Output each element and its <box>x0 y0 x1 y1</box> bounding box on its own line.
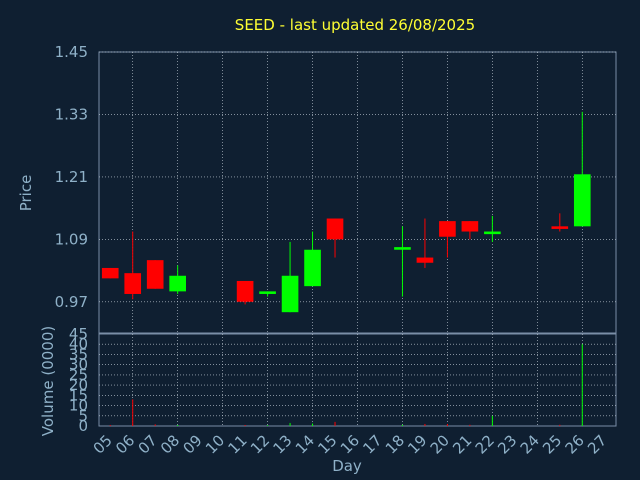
price-panel: 1.45 1.33 1.21 1.09 0.97 Price <box>17 43 617 334</box>
volume-tick-label: 5 <box>78 407 88 425</box>
volume-tick-label: 25 <box>69 366 88 384</box>
price-tick-label: 1.21 <box>55 168 88 186</box>
candle-body <box>124 273 142 294</box>
candle-body <box>551 226 569 229</box>
candle-body <box>259 291 276 294</box>
candle-body <box>146 260 164 289</box>
candle-body <box>394 247 411 250</box>
candle-body <box>416 257 434 263</box>
candle-body <box>101 267 119 279</box>
candle-body <box>439 221 456 237</box>
day-axis-ticks: 0506070809101112131415161718192021222324… <box>90 431 611 457</box>
candle-body <box>461 221 479 232</box>
candle-body <box>326 218 344 240</box>
volume-axis-label: Volume (0000) <box>39 326 57 436</box>
volume-tick-label: 15 <box>69 386 88 404</box>
candle-body <box>281 275 299 313</box>
candle-body <box>304 249 321 287</box>
volume-tick-label: 35 <box>69 345 88 363</box>
volume-tick-label: 20 <box>69 376 88 394</box>
price-axis-ticks: 1.45 1.33 1.21 1.09 0.97 <box>55 43 88 311</box>
chart-title: SEED - last updated 26/08/2025 <box>235 16 475 34</box>
volume-tick-label: 0 <box>78 417 88 435</box>
volume-bars <box>109 344 583 426</box>
day-tick-label: 27 <box>584 431 610 457</box>
price-tick-label: 1.33 <box>55 105 88 123</box>
volume-tick-label: 10 <box>69 397 88 415</box>
volume-tick-label: 40 <box>69 335 88 353</box>
price-tick-label: 0.97 <box>55 293 88 311</box>
price-tick-label: 1.45 <box>55 43 88 61</box>
candle-body <box>236 280 254 302</box>
price-tick-label: 1.09 <box>55 230 88 248</box>
volume-tick-label: 45 <box>69 325 88 343</box>
day-axis-label: Day <box>332 457 362 475</box>
candle-body <box>484 231 501 235</box>
candle-body <box>169 275 186 292</box>
candle-body <box>573 174 591 227</box>
candles <box>101 111 591 313</box>
volume-tick-label: 30 <box>69 356 88 374</box>
price-axis-label: Price <box>17 175 35 212</box>
volume-gridlines <box>99 334 616 426</box>
